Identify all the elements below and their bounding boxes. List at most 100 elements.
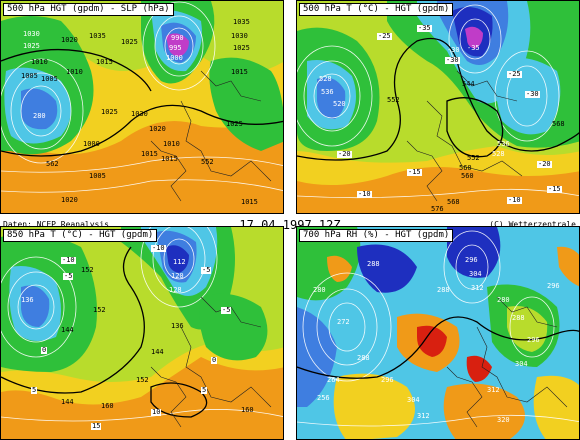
contour-label: 280: [313, 286, 326, 294]
contour-label: 160: [101, 402, 114, 410]
contour-label: 144: [61, 398, 74, 406]
contour-label: 568: [552, 120, 565, 128]
contour-label: 10: [151, 408, 162, 416]
contour-label: 1010: [66, 68, 83, 76]
contour-label: 1025: [23, 42, 40, 50]
contour-label: 144: [151, 348, 164, 356]
contour-label: 1015: [141, 150, 158, 158]
contour-label: 144: [61, 326, 74, 334]
contour-label: 264: [327, 376, 340, 384]
contour-label: 1015: [231, 68, 248, 76]
copyright-label: (C) Wetterzentrale: [489, 220, 576, 229]
contour-label: 15: [91, 422, 102, 430]
contour-label: 552: [387, 96, 400, 104]
contour-label: 1010: [31, 58, 48, 66]
contour-label: -10: [61, 256, 76, 264]
contour-label: 1030: [131, 110, 148, 118]
contour-label: -20: [537, 160, 552, 168]
map-panel-slp: 500 hPa HGT (gpdm) - SLP (hPa) 1030 1025…: [0, 0, 284, 214]
contour-label: 296: [527, 336, 540, 344]
contour-label: 1015: [161, 155, 178, 163]
contour-label: 560: [459, 164, 472, 172]
contour-label: 152: [93, 306, 106, 314]
contour-label: -5: [201, 266, 212, 274]
contour-label: -20: [337, 150, 352, 158]
contour-label: -15: [547, 185, 562, 193]
contour-label: 1025: [226, 120, 243, 128]
contour-label: -25: [377, 32, 392, 40]
contour-label: 312: [487, 386, 500, 394]
contour-label: 1000: [83, 140, 100, 148]
contour-label: 1010: [163, 140, 180, 148]
contour-label: -35: [467, 44, 480, 52]
contour-label: 304: [469, 270, 482, 278]
contour-label: 536: [497, 140, 510, 148]
contour-label: 1025: [121, 38, 138, 46]
contour-label: 128: [169, 286, 182, 294]
contour-label: -30: [445, 56, 460, 64]
contour-label: 256: [317, 394, 330, 402]
contour-label: 1035: [233, 18, 250, 26]
contour-label: 536: [321, 88, 334, 96]
contour-label: 1000: [166, 54, 183, 62]
contour-label: 990: [171, 34, 184, 42]
contour-label: 280: [497, 296, 510, 304]
contour-label: 288: [357, 354, 370, 362]
contour-label: 1025: [233, 44, 250, 52]
contour-label: -5: [221, 306, 232, 314]
contour-label: 576: [431, 205, 444, 213]
contour-label: 304: [407, 396, 420, 404]
contour-label: 288: [512, 314, 525, 322]
contour-label: -25: [507, 70, 522, 78]
contour-label: 120: [171, 272, 184, 280]
contour-label: 152: [81, 266, 94, 274]
contour-label: 552: [201, 158, 214, 166]
contour-label: 1020: [61, 36, 78, 44]
contour-label: 995: [169, 44, 182, 52]
contour-label: 1005: [21, 72, 38, 80]
map-panel-500t: 500 hPa T (°C) - HGT (gpdm) -30 -35 528 …: [296, 0, 580, 214]
contour-label: 1030: [23, 30, 40, 38]
contour-label: 312: [471, 284, 484, 292]
contour-label: 5: [201, 386, 208, 394]
contour-label: 528: [319, 75, 332, 83]
panel-title: 850 hPa T (°C) - HGT (gpdm): [3, 229, 158, 242]
contour-label: 1020: [61, 196, 78, 204]
panel-title: 500 hPa T (°C) - HGT (gpdm): [299, 3, 454, 16]
contour-label: 304: [515, 360, 528, 368]
contour-label: 562: [46, 160, 59, 168]
contour-label: 288: [367, 260, 380, 268]
contour-label: 1025: [101, 108, 118, 116]
contour-label: -5: [63, 272, 74, 280]
panel-title: 500 hPa HGT (gpdm) - SLP (hPa): [3, 3, 174, 16]
contour-label: 136: [171, 322, 184, 330]
contour-label: 152: [136, 376, 149, 384]
data-source-label: Daten: NCEP Reanalysis: [3, 220, 109, 229]
contour-label: 320: [497, 416, 510, 424]
contour-label: 296: [465, 256, 478, 264]
contour-label: -10: [357, 190, 372, 198]
contour-label: -10: [151, 244, 166, 252]
contour-label: 312: [417, 412, 430, 420]
contour-label: 1005: [41, 75, 58, 83]
contour-label: 528: [492, 150, 505, 158]
contour-label: 1035: [89, 32, 106, 40]
contour-label: 288: [437, 286, 450, 294]
contour-label: 1030: [231, 32, 248, 40]
map-slp-field: [1, 1, 283, 213]
contour-label: 544: [462, 80, 475, 88]
contour-label: 280: [33, 112, 46, 120]
contour-label: 520: [333, 100, 346, 108]
contour-label: 1005: [89, 172, 106, 180]
contour-label: 1015: [96, 58, 113, 66]
contour-label: 112: [173, 258, 186, 266]
contour-label: 5: [31, 386, 38, 394]
contour-label: 0: [41, 346, 48, 354]
contour-label: 0: [211, 356, 218, 364]
map-panel-850t: 850 hPa T (°C) - HGT (gpdm) -10 -5 0 5 1…: [0, 226, 284, 440]
contour-label: -30: [447, 46, 460, 54]
panel-title: 700 hPa RH (%) - HGT (gpdm): [299, 229, 454, 242]
contour-label: -35: [417, 24, 432, 32]
map-700rh-field: [297, 227, 579, 439]
map-850t-field: [1, 227, 283, 439]
